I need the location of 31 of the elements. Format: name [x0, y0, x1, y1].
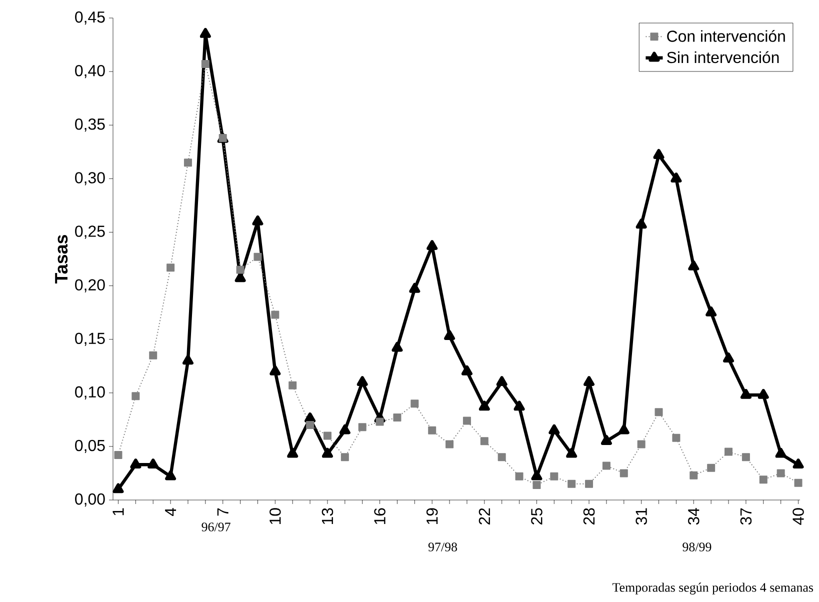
legend-label: Sin intervención: [667, 51, 779, 64]
x-tick-label: 22: [478, 508, 490, 524]
x-tick-label: 28: [583, 508, 595, 524]
x-tick-label: 13: [322, 508, 334, 524]
y-tick-label: 0,05: [75, 440, 105, 454]
x-tick-label: 25: [531, 508, 542, 524]
y-tick-label: 0,35: [75, 118, 105, 132]
x-tick-label: 16: [374, 508, 386, 524]
x-tick-label: 19: [426, 508, 438, 524]
y-tick-label: 0,40: [75, 64, 105, 78]
text: 96/97: [202, 522, 230, 532]
x-tick-label: 1: [112, 508, 124, 516]
legend-label: Con intervención: [667, 30, 785, 42]
y-tick-label: 0,00: [75, 493, 105, 507]
x-tick-label: 31: [636, 508, 647, 525]
y-tick-label: 0,10: [75, 386, 105, 400]
y-tick-label: 0,15: [75, 332, 105, 346]
y-tick-label: 0,30: [75, 172, 105, 186]
x-axis-title: Temporadas según periodos 4 semanas: [612, 582, 814, 594]
x-tick-label: 37: [740, 508, 752, 525]
x-tick-label: 10: [270, 508, 281, 524]
y-tick-label: 0,25: [75, 226, 105, 239]
x-tick-label: 7: [217, 508, 228, 516]
y-tick-label: 0,45: [75, 11, 105, 25]
text: 98/99: [682, 542, 712, 552]
x-tick-label: 34: [688, 508, 700, 525]
x-tick-label: 4: [165, 508, 176, 516]
y-axis-title: Tasas: [55, 234, 68, 284]
x-tick-label: 40: [792, 508, 804, 525]
y-tick-label: 0,20: [75, 279, 105, 292]
text: 97/98: [428, 542, 458, 552]
